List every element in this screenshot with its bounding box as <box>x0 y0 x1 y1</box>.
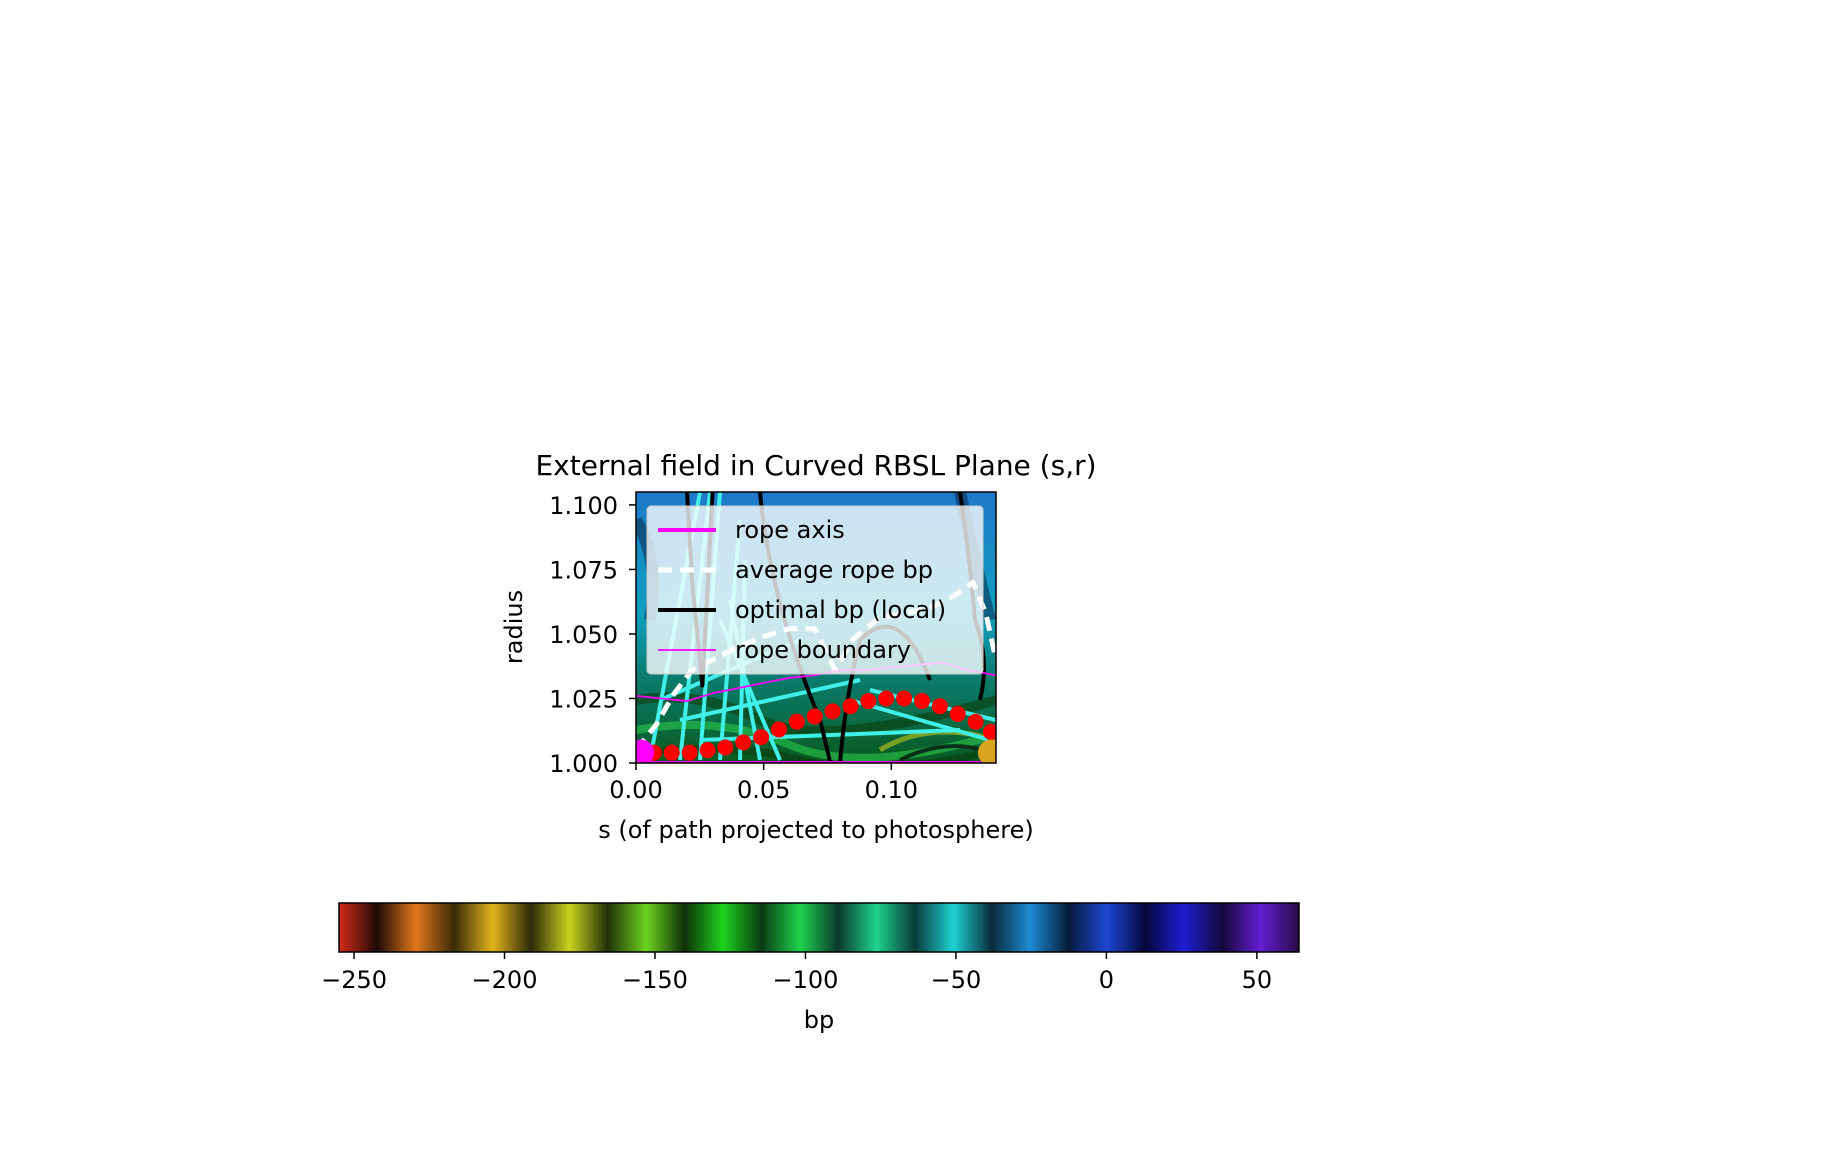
marker-point <box>860 693 877 710</box>
colorbar-ticks: −250 −200 −150 −100 −50 0 50 <box>321 952 1272 994</box>
legend-label-average-rope-bp: average rope bp <box>735 556 933 584</box>
marker-point <box>878 690 895 707</box>
colorbar-tick-label: −250 <box>321 966 387 994</box>
y-tick-label: 1.000 <box>549 750 618 778</box>
marker-point <box>896 690 913 707</box>
colorbar-tick-label: −150 <box>622 966 688 994</box>
x-tick-label: 0.00 <box>609 776 662 804</box>
colorbar-label: bp <box>804 1006 834 1034</box>
marker-point <box>717 739 734 756</box>
x-tick-label: 0.10 <box>865 776 918 804</box>
marker-point <box>967 713 984 730</box>
legend-label-rope-boundary: rope boundary <box>735 636 911 664</box>
y-tick-label: 1.025 <box>549 685 618 713</box>
y-axis-label: radius <box>500 590 528 664</box>
marker-point <box>735 734 752 751</box>
marker-point <box>753 729 770 746</box>
colorbar-tick-label: −200 <box>472 966 538 994</box>
marker-point <box>931 698 948 715</box>
colorbar-gradient <box>338 902 1300 953</box>
colorbar-tick-label: 50 <box>1242 966 1273 994</box>
colorbar: −250 −200 −150 −100 −50 0 50 bp <box>321 902 1300 1034</box>
colorbar-tick-label: 0 <box>1099 966 1114 994</box>
legend: rope axis average rope bp optimal bp (lo… <box>646 505 984 675</box>
marker-point <box>788 713 805 730</box>
y-axis: 1.000 1.025 1.050 1.075 1.100 <box>549 492 636 778</box>
marker-point <box>699 742 716 759</box>
x-tick-label: 0.05 <box>737 776 790 804</box>
y-tick-label: 1.100 <box>549 492 618 520</box>
colorbar-tick-label: −50 <box>931 966 982 994</box>
legend-label-optimal-bp: optimal bp (local) <box>735 596 946 624</box>
y-tick-label: 1.075 <box>549 556 618 584</box>
marker-point <box>913 693 930 710</box>
colorbar-tick-label: −100 <box>772 966 838 994</box>
marker-point <box>806 708 823 725</box>
y-tick-label: 1.050 <box>549 621 618 649</box>
marker-point <box>663 744 680 761</box>
marker-point <box>824 703 841 720</box>
marker-point <box>681 744 698 761</box>
marker-point <box>770 721 787 738</box>
chart-title: External field in Curved RBSL Plane (s,r… <box>535 449 1096 482</box>
legend-label-rope-axis: rope axis <box>735 516 845 544</box>
x-axis: 0.00 0.05 0.10 <box>609 763 918 804</box>
plot-frame <box>635 491 997 764</box>
marker-point <box>949 705 966 722</box>
legend-box <box>646 505 984 675</box>
marker-point <box>842 698 859 715</box>
marker-point <box>982 724 996 741</box>
x-axis-label: s (of path projected to photosphere) <box>598 816 1034 844</box>
end-point <box>977 739 996 763</box>
start-point <box>636 739 655 763</box>
